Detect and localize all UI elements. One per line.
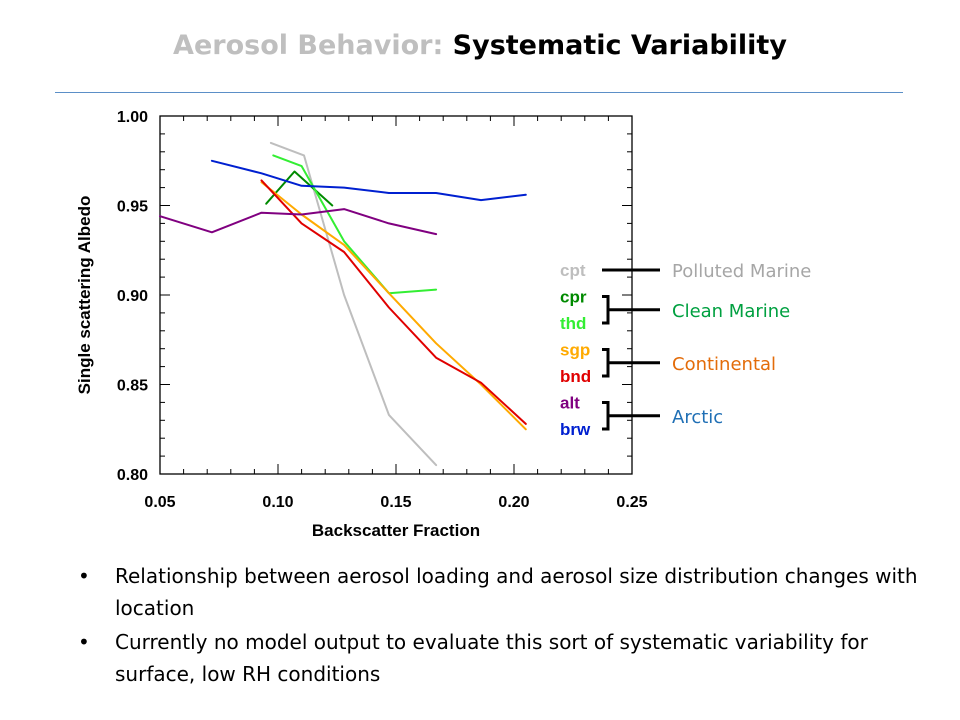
- group-label: Continental: [672, 354, 776, 375]
- bullet-marker: •: [78, 564, 90, 588]
- legend-label-bnd: bnd: [560, 367, 591, 386]
- series-line-bnd: [260, 179, 527, 425]
- series-line-cpr: [265, 170, 334, 207]
- title-divider: [55, 92, 903, 93]
- slide-title: Aerosol Behavior: Systematic Variability: [0, 30, 960, 61]
- bullet-item: • Currently no model output to evaluate …: [78, 626, 918, 690]
- legend-label-brw: brw: [560, 420, 591, 439]
- bullet-marker: •: [78, 630, 90, 654]
- series-line-thd: [272, 154, 438, 295]
- title-prefix: Aerosol Behavior:: [173, 30, 444, 61]
- y-tick-label: 0.90: [117, 288, 148, 305]
- legend-label-cpr: cpr: [560, 288, 587, 307]
- series-line-brw: [210, 159, 527, 202]
- series-line-cpt: [269, 141, 438, 467]
- group-label: Polluted Marine: [672, 261, 811, 282]
- bullet-item: • Relationship between aerosol loading a…: [78, 560, 918, 624]
- y-axis-label: Single scattering Albedo: [75, 196, 94, 395]
- x-tick-label: 0.10: [262, 494, 293, 511]
- bullet-list: • Relationship between aerosol loading a…: [78, 560, 918, 692]
- series-line-alt: [159, 208, 438, 236]
- x-tick-label: 0.20: [498, 494, 529, 511]
- group-bracket: [602, 295, 610, 325]
- x-axis-label: Backscatter Fraction: [312, 521, 480, 540]
- legend-label-sgp: sgp: [560, 341, 590, 360]
- bullet-text: Currently no model output to evaluate th…: [115, 630, 868, 686]
- y-tick-label: 0.95: [117, 199, 148, 216]
- group-bracket: [602, 401, 610, 431]
- albedo-vs-backscatter-chart: 0.05 0.10 0.15 0.20 0.25 0.80 0.85 0.90 0.95 1.00…: [75, 109, 811, 540]
- group-label: Clean Marine: [672, 301, 790, 322]
- x-tick-label: 0.15: [380, 494, 411, 511]
- x-tick-label: 0.05: [144, 494, 175, 511]
- legend-label-cpt: cpt: [560, 261, 586, 280]
- group-bracket: [602, 348, 610, 378]
- legend-label-alt: alt: [560, 394, 580, 413]
- title-main: Systematic Variability: [452, 30, 787, 61]
- y-tick-label: 1.00: [117, 109, 148, 126]
- series-line-sgp: [260, 181, 527, 431]
- y-tick-label: 0.80: [117, 467, 148, 484]
- bullet-text: Relationship between aerosol loading and…: [115, 564, 918, 620]
- group-label: Arctic: [672, 407, 723, 428]
- y-tick-label: 0.85: [117, 378, 148, 395]
- x-tick-label: 0.25: [616, 494, 647, 511]
- legend-label-thd: thd: [560, 314, 586, 333]
